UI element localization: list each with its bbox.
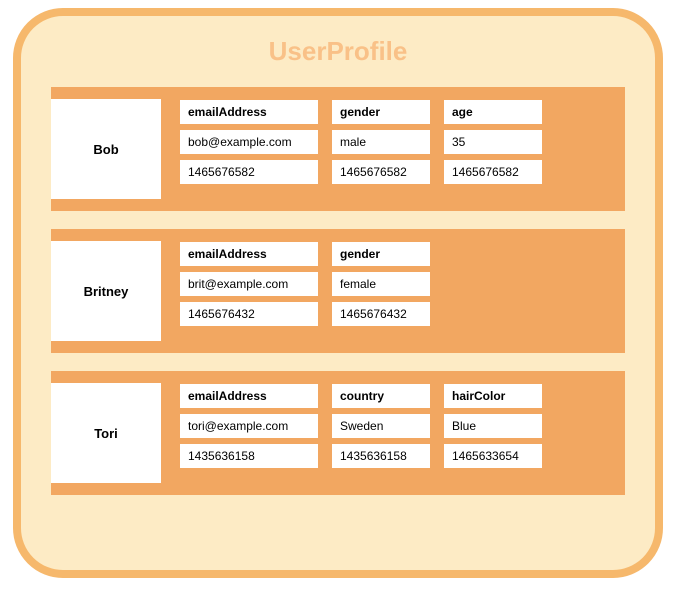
rows-host: Bob emailAddress bob@example.com 1465676582… [51, 87, 625, 495]
attr-value: female [331, 271, 431, 297]
profile-name: Britney [51, 241, 161, 341]
attr-timestamp: 1465676432 [331, 301, 431, 327]
attr-value: Blue [443, 413, 543, 439]
attr-group: emailAddresstori@example.com1435636158co… [179, 383, 543, 483]
profile-name: Tori [51, 383, 161, 483]
user-profile-container: UserProfile Bob emailAddress bob@example.c… [13, 8, 663, 578]
attr-box: country Sweden 1435636158 [331, 383, 431, 469]
attr-key: emailAddress [179, 99, 319, 125]
profile-name: Bob [51, 99, 161, 199]
attr-box: gender male 1465676582 [331, 99, 431, 185]
attr-box: emailAddress brit@example.com 1465676432 [179, 241, 319, 327]
attr-key: age [443, 99, 543, 125]
attr-group: emailAddressbob@example.com1465676582gen… [179, 99, 543, 199]
profile-row: Tori emailAddress tori@example.com 14356361… [51, 371, 625, 495]
attr-value: 35 [443, 129, 543, 155]
attr-key: gender [331, 241, 431, 267]
attr-key: gender [331, 99, 431, 125]
attr-box: emailAddress bob@example.com 1465676582 [179, 99, 319, 185]
attr-key: hairColor [443, 383, 543, 409]
profile-row: Bob emailAddress bob@example.com 1465676582… [51, 87, 625, 211]
profile-row: Britney emailAddress brit@example.com 14656… [51, 229, 625, 353]
attr-box: age 35 1465676582 [443, 99, 543, 185]
attr-timestamp: 1465676582 [331, 159, 431, 185]
attr-timestamp: 1435636158 [331, 443, 431, 469]
attr-key: emailAddress [179, 383, 319, 409]
attr-box: gender female 1465676432 [331, 241, 431, 327]
attr-timestamp: 1465676582 [179, 159, 319, 185]
attr-box: hairColor Blue 1465633654 [443, 383, 543, 469]
attr-timestamp: 1465676582 [443, 159, 543, 185]
attr-box: emailAddress tori@example.com 1435636158 [179, 383, 319, 469]
attr-timestamp: 1465633654 [443, 443, 543, 469]
attr-value: Sweden [331, 413, 431, 439]
attr-value: bob@example.com [179, 129, 319, 155]
attr-timestamp: 1435636158 [179, 443, 319, 469]
attr-key: country [331, 383, 431, 409]
attr-timestamp: 1465676432 [179, 301, 319, 327]
attr-value: male [331, 129, 431, 155]
diagram-title: UserProfile [51, 36, 625, 67]
attr-group: emailAddressbrit@example.com1465676432ge… [179, 241, 431, 341]
attr-value: tori@example.com [179, 413, 319, 439]
attr-key: emailAddress [179, 241, 319, 267]
attr-value: brit@example.com [179, 271, 319, 297]
